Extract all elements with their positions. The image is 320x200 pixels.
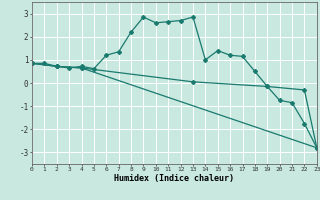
X-axis label: Humidex (Indice chaleur): Humidex (Indice chaleur): [115, 174, 234, 183]
